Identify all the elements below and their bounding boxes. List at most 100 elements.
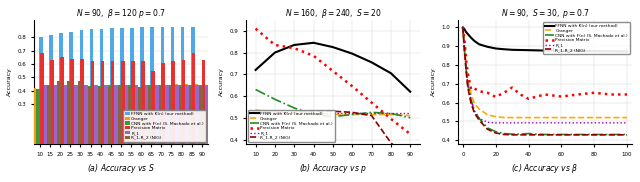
Granger [557, 116, 565, 119]
R_1-R_2 (NIG) [607, 134, 614, 136]
Bar [134, 85, 138, 144]
Bar [155, 85, 159, 144]
Granger [623, 116, 631, 119]
Bar [130, 28, 134, 144]
R_1 [348, 112, 356, 114]
Bar [144, 85, 148, 144]
Bar [168, 87, 172, 144]
FFNN with K(n) (our method) [525, 49, 532, 51]
Bar [73, 86, 77, 144]
Bar [118, 87, 122, 144]
R_1 [464, 84, 472, 86]
Bar [191, 27, 195, 144]
FFNN with K(n) (our method) [500, 48, 508, 50]
Precision Matrix [329, 70, 337, 72]
FFNN with K(n) (our method) [406, 91, 414, 93]
CNN with F(n) (S. Machado et al.) [291, 107, 298, 109]
R_1-R_2 (NIG) [464, 86, 472, 89]
Granger [368, 113, 376, 116]
CNN with F(n) (S. Machado et al.) [484, 127, 492, 129]
Precision Matrix [348, 85, 356, 87]
Granger [387, 113, 395, 116]
Precision Matrix [406, 133, 414, 135]
CNN with F(n) (S. Machado et al.) [557, 133, 565, 136]
Title: $N = 90,\ \beta = 120\ p = 0.7$: $N = 90,\ \beta = 120\ p = 0.7$ [76, 7, 166, 20]
R_1-R_2 (NIG) [590, 134, 598, 136]
R_1-R_2 (NIG) [557, 134, 565, 136]
CNN with F(n) (S. Machado et al.) [348, 113, 356, 116]
CNN with F(n) (S. Machado et al.) [508, 133, 516, 135]
Line: R_1-R_2 (NIG): R_1-R_2 (NIG) [255, 111, 410, 160]
R_1-R_2 (NIG) [574, 134, 582, 136]
Precision Matrix [533, 95, 541, 98]
R_1 [252, 112, 259, 114]
R_1 [541, 122, 548, 124]
CNN with F(n) (S. Machado et al.) [492, 130, 500, 133]
CNN with F(n) (S. Machado et al.) [406, 117, 414, 119]
R_1 [508, 122, 516, 124]
FFNN with K(n) (our method) [464, 33, 472, 35]
Granger [467, 93, 475, 95]
R_1 [574, 122, 582, 124]
Bar [81, 59, 84, 144]
Granger [406, 114, 414, 117]
Bar [125, 85, 128, 144]
R_1-R_2 (NIG) [525, 134, 532, 136]
CNN with F(n) (S. Machado et al.) [310, 113, 317, 116]
Granger [310, 113, 317, 116]
Bar [128, 87, 132, 144]
Granger [464, 79, 472, 81]
Bar [134, 85, 138, 144]
CNN with F(n) (S. Machado et al.) [525, 132, 532, 135]
FFNN with K(n) (our method) [492, 47, 500, 50]
FFNN with K(n) (our method) [310, 42, 317, 44]
Granger [476, 108, 483, 110]
FFNN with K(n) (our method) [476, 43, 483, 46]
Bar [121, 61, 125, 144]
Legend: FFNN with K(n) (our method), Granger, CNN with F(n) (S. Machado et al.), Precisi: FFNN with K(n) (our method), Granger, CN… [248, 110, 335, 142]
Bar [84, 85, 88, 144]
Precision Matrix [387, 118, 395, 120]
R_1 [329, 112, 337, 114]
Granger [252, 109, 259, 111]
Line: CNN with F(n) (S. Machado et al.): CNN with F(n) (S. Machado et al.) [255, 90, 410, 118]
Bar [168, 85, 172, 144]
Bar [171, 27, 174, 144]
FFNN with K(n) (our method) [459, 26, 467, 29]
Bar [164, 85, 168, 144]
R_1 [291, 112, 298, 114]
R_1-R_2 (NIG) [387, 142, 395, 144]
Bar [159, 87, 162, 144]
Bar [104, 85, 107, 144]
Bar [198, 85, 202, 144]
R_1-R_2 (NIG) [500, 133, 508, 136]
Precision Matrix [574, 93, 582, 96]
Bar [90, 61, 94, 144]
Bar [44, 85, 47, 144]
R_1 [607, 122, 614, 124]
Bar [93, 85, 97, 144]
Bar [74, 85, 77, 144]
Precision Matrix [623, 93, 631, 96]
Line: Precision Matrix: Precision Matrix [463, 27, 627, 99]
R_1-R_2 (NIG) [329, 110, 337, 112]
Bar [88, 87, 92, 144]
FFNN with K(n) (our method) [508, 49, 516, 51]
CNN with F(n) (S. Machado et al.) [461, 50, 468, 52]
Precision Matrix [291, 47, 298, 49]
Bar [161, 63, 165, 144]
CNN with F(n) (S. Machado et al.) [623, 133, 631, 136]
Precision Matrix [461, 39, 468, 42]
Bar [145, 85, 148, 144]
R_1 [470, 110, 478, 112]
CNN with F(n) (S. Machado et al.) [533, 133, 541, 135]
CNN with F(n) (S. Machado et al.) [500, 132, 508, 135]
CNN with F(n) (S. Machado et al.) [368, 111, 376, 113]
Bar [179, 87, 182, 144]
Bar [140, 27, 144, 144]
Bar [117, 85, 121, 144]
Granger [492, 116, 500, 118]
R_1-R_2 (NIG) [406, 159, 414, 161]
Bar [205, 85, 209, 144]
FFNN with K(n) (our method) [368, 61, 376, 64]
